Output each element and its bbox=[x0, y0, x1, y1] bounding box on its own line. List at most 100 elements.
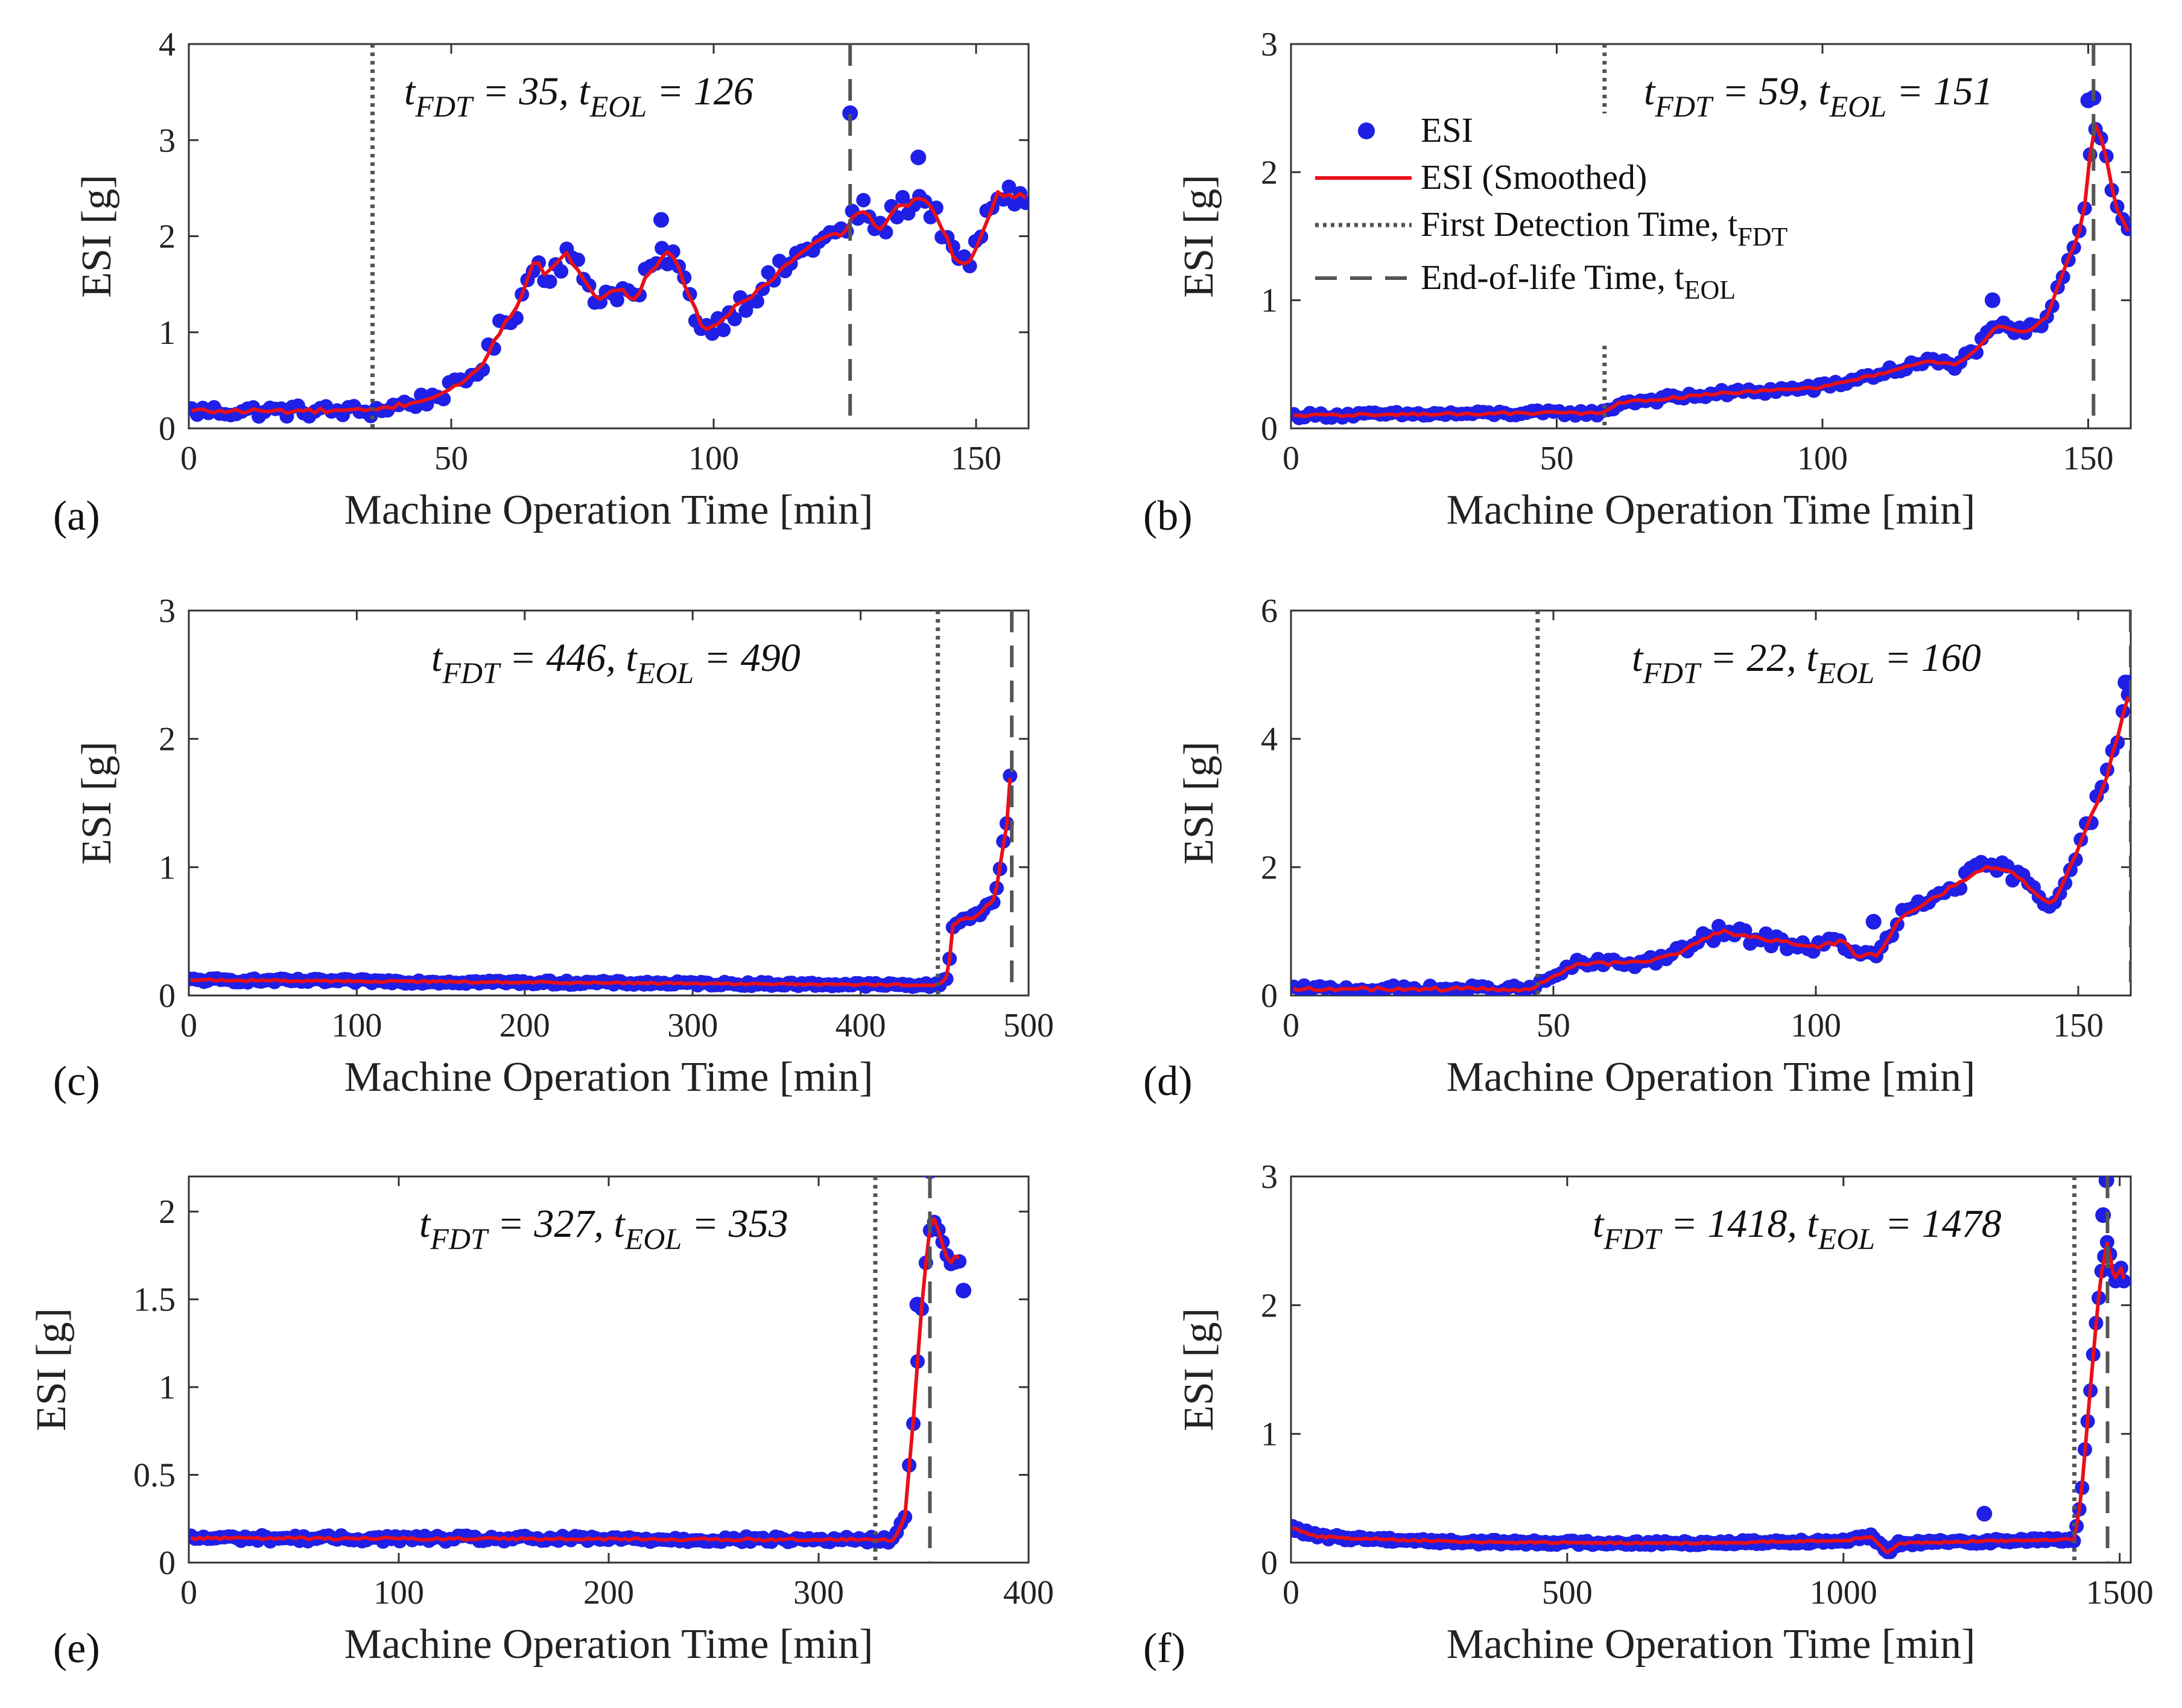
annotation-text: = 151 bbox=[1886, 69, 1993, 113]
annotation-text: = 1478 bbox=[1875, 1202, 2002, 1246]
x-tick-label: 0 bbox=[1283, 1574, 1299, 1611]
annotation-subscript: EOL bbox=[589, 89, 647, 123]
chart-panel-1: 0 50 100 150 0 1 2 3 Machine Operation Time [min… bbox=[1143, 26, 2132, 539]
x-tick-label: 200 bbox=[583, 1574, 634, 1611]
annotation-text: t bbox=[1632, 636, 1644, 680]
x-tick-label: 50 bbox=[434, 440, 468, 477]
y-tick-label: 2 bbox=[1261, 1287, 1278, 1324]
x-tick-label: 50 bbox=[1540, 440, 1574, 477]
esi-point bbox=[609, 293, 624, 308]
annotation-text bbox=[569, 69, 579, 113]
x-tick-label: 200 bbox=[500, 1007, 550, 1044]
x-tick-label: 400 bbox=[836, 1007, 886, 1044]
annotation-text bbox=[616, 636, 626, 680]
annotation-text: t bbox=[404, 69, 416, 113]
annotation: tFDT = 327, tEOL = 353 bbox=[419, 1202, 788, 1256]
y-tick-label: 2 bbox=[1261, 154, 1278, 191]
y-tick-label: 4 bbox=[159, 26, 176, 63]
x-tick-label: 100 bbox=[1790, 1007, 1841, 1044]
x-tick-label: 1500 bbox=[2086, 1574, 2154, 1611]
x-tick-label: 0 bbox=[180, 1574, 197, 1611]
esi-point bbox=[554, 264, 569, 279]
x-tick-label: 1000 bbox=[1810, 1574, 1877, 1611]
y-axis-label: ESI [g] bbox=[1176, 741, 1222, 865]
y-tick-label: 0 bbox=[1261, 977, 1278, 1015]
annotation-subscript: EOL bbox=[1829, 89, 1886, 123]
x-axis-label: Machine Operation Time [min] bbox=[1447, 1621, 1976, 1668]
esi-point bbox=[1003, 768, 1018, 783]
y-tick-label: 2 bbox=[1261, 849, 1278, 886]
annotation-text bbox=[1797, 636, 1807, 680]
esi-smoothed-line bbox=[1293, 123, 2130, 419]
annotation: tFDT = 35, tEOL = 126 bbox=[404, 69, 753, 123]
annotation: tFDT = 22, tEOL = 160 bbox=[1632, 636, 1981, 690]
plot-frame bbox=[1290, 43, 2132, 430]
y-tick-label: 3 bbox=[159, 122, 176, 159]
esi-point bbox=[2123, 675, 2131, 691]
y-tick-label: 4 bbox=[1261, 721, 1278, 758]
panel-label: (d) bbox=[1143, 1058, 1193, 1105]
y-tick-label: 1 bbox=[1261, 282, 1278, 320]
panel-label: (b) bbox=[1143, 493, 1193, 539]
legend-label-eol: End-of-life Time, tEOL bbox=[1421, 258, 1736, 305]
x-tick-label: 50 bbox=[1537, 1007, 1570, 1044]
esi-point bbox=[842, 105, 858, 121]
esi-point bbox=[1976, 1505, 1993, 1522]
chart-panel-5: 0 500 1000 1500 0 1 2 3 Machine Operation Time [… bbox=[1143, 1158, 2154, 1672]
annotation-text: = 446, bbox=[500, 636, 616, 680]
annotation-text: t bbox=[1807, 1202, 1819, 1246]
x-axis-label: Machine Operation Time [min] bbox=[1447, 1054, 1976, 1100]
annotation-text: t bbox=[1806, 636, 1818, 680]
y-tick-label: 6 bbox=[1261, 592, 1278, 630]
annotation-text: t bbox=[614, 1202, 626, 1246]
annotation-text: t bbox=[1644, 69, 1656, 113]
annotation: tFDT = 59, tEOL = 151 bbox=[1644, 69, 1993, 123]
annotation-subscript: FDT bbox=[442, 656, 501, 690]
y-tick-label: 3 bbox=[1261, 26, 1278, 63]
y-tick-label: 1 bbox=[159, 849, 176, 886]
esi-point bbox=[653, 212, 669, 228]
y-tick-label: 1.5 bbox=[133, 1281, 176, 1319]
esi-point bbox=[1018, 195, 1029, 211]
x-tick-label: 300 bbox=[667, 1007, 718, 1044]
y-tick-label: 0 bbox=[159, 977, 176, 1015]
annotation-text: = 59, bbox=[1712, 69, 1809, 113]
y-tick-label: 0 bbox=[1261, 410, 1278, 448]
x-tick-label: 100 bbox=[373, 1574, 424, 1611]
esi-smoothed-line bbox=[1292, 1241, 2126, 1555]
legend: ESI ESI (Smoothed) First Detection Time, t… bbox=[1315, 110, 1788, 305]
x-tick-label: 0 bbox=[180, 1007, 197, 1044]
panel-label: (c) bbox=[53, 1058, 100, 1105]
annotation-text: t bbox=[579, 69, 591, 113]
x-tick-label: 500 bbox=[1003, 1007, 1054, 1044]
y-tick-label: 2 bbox=[159, 721, 176, 758]
y-tick-label: 1 bbox=[1261, 1416, 1278, 1453]
x-axis-label: Machine Operation Time [min] bbox=[344, 487, 874, 533]
annotation-subscript: EOL bbox=[624, 1222, 682, 1256]
esi-point bbox=[895, 189, 910, 205]
annotation-subscript: FDT bbox=[1654, 89, 1714, 123]
annotation-subscript: EOL bbox=[1818, 1222, 1875, 1256]
annotation-subscript: EOL bbox=[1817, 656, 1874, 690]
plot-area bbox=[189, 1176, 972, 1563]
annotation-text: = 327, bbox=[487, 1202, 604, 1246]
legend-label-smoothed: ESI (Smoothed) bbox=[1421, 157, 1647, 197]
y-axis-label: ESI [g] bbox=[74, 741, 120, 865]
chart-panel-0: 0 50 100 150 0 1 2 3 4 Machine Operation Time [mi… bbox=[53, 26, 1030, 539]
y-tick-label: 2 bbox=[159, 1193, 176, 1231]
plot-area bbox=[189, 44, 1029, 428]
x-tick-label: 100 bbox=[688, 440, 739, 477]
esi-point bbox=[660, 256, 675, 271]
esi-point bbox=[2116, 1274, 2131, 1289]
annotation-text: t bbox=[1818, 69, 1830, 113]
annotation: tFDT = 1418, tEOL = 1478 bbox=[1593, 1202, 2002, 1256]
y-axis-label: ESI [g] bbox=[74, 174, 120, 297]
y-tick-label: 3 bbox=[1261, 1158, 1278, 1196]
annotation-text bbox=[604, 1202, 614, 1246]
annotation-text bbox=[1797, 1202, 1807, 1246]
esi-point bbox=[1007, 197, 1022, 212]
x-axis-label: Machine Operation Time [min] bbox=[1447, 487, 1976, 533]
esi-point bbox=[856, 192, 871, 208]
chart-panel-4: 0 100 200 300 400 0 0.5 1 1.5 2 Machine Operation … bbox=[28, 1175, 1054, 1672]
